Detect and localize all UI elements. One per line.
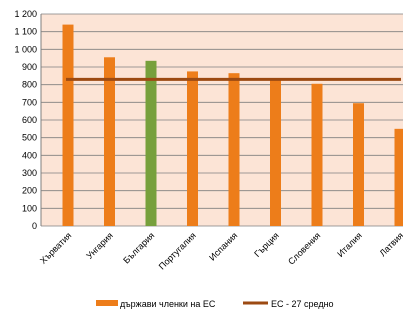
- x-tick-label: Латвия: [377, 230, 403, 258]
- bar: [270, 79, 281, 226]
- x-axis-labels: Хърватия Унгария България Португалия Испания…: [38, 230, 403, 271]
- gridlines: [41, 13, 403, 227]
- y-tick-label: 1 100: [14, 27, 37, 37]
- bar: [311, 83, 323, 227]
- bar: [228, 73, 240, 226]
- bar: [145, 60, 157, 226]
- x-tick-label: Хърватия: [38, 230, 74, 266]
- y-tick-label: 200: [22, 186, 37, 196]
- bars: [62, 24, 403, 227]
- bar: [104, 57, 115, 227]
- y-tick-label: 100: [22, 203, 37, 213]
- y-tick-label: 900: [22, 62, 37, 72]
- legend-label-series: държави членки на ЕС: [120, 299, 216, 309]
- y-tick-label: 700: [22, 97, 37, 107]
- y-tick-label: 300: [22, 168, 37, 178]
- legend: държави членки на ЕС ЕС - 27 средно: [96, 299, 334, 309]
- legend-swatch-series: [96, 300, 118, 306]
- y-tick-label: 800: [22, 80, 37, 90]
- y-axis: 0 100 200 300 400 500 600 700 800 900 1 000 1 100 1 …: [14, 9, 42, 231]
- y-tick-label: 0: [32, 221, 37, 231]
- x-tick-label: Испания: [207, 230, 239, 262]
- y-tick-label: 1 200: [14, 9, 37, 19]
- x-tick-label: Португалия: [157, 230, 198, 271]
- x-tick-label: Гърция: [252, 230, 281, 259]
- x-tick-label: Словения: [286, 230, 322, 266]
- bar: [353, 103, 364, 226]
- x-tick-label: Унгария: [84, 230, 115, 261]
- y-tick-label: 400: [22, 150, 37, 160]
- x-tick-label: България: [121, 230, 156, 265]
- y-tick-label: 600: [22, 115, 37, 125]
- y-tick-label: 500: [22, 133, 37, 143]
- bar: [394, 128, 403, 226]
- legend-label-reference: ЕС - 27 средно: [271, 299, 334, 309]
- x-tick-label: Италия: [335, 230, 364, 259]
- bar: [187, 71, 198, 227]
- y-tick-label: 1 000: [14, 44, 37, 54]
- bar: [62, 24, 74, 226]
